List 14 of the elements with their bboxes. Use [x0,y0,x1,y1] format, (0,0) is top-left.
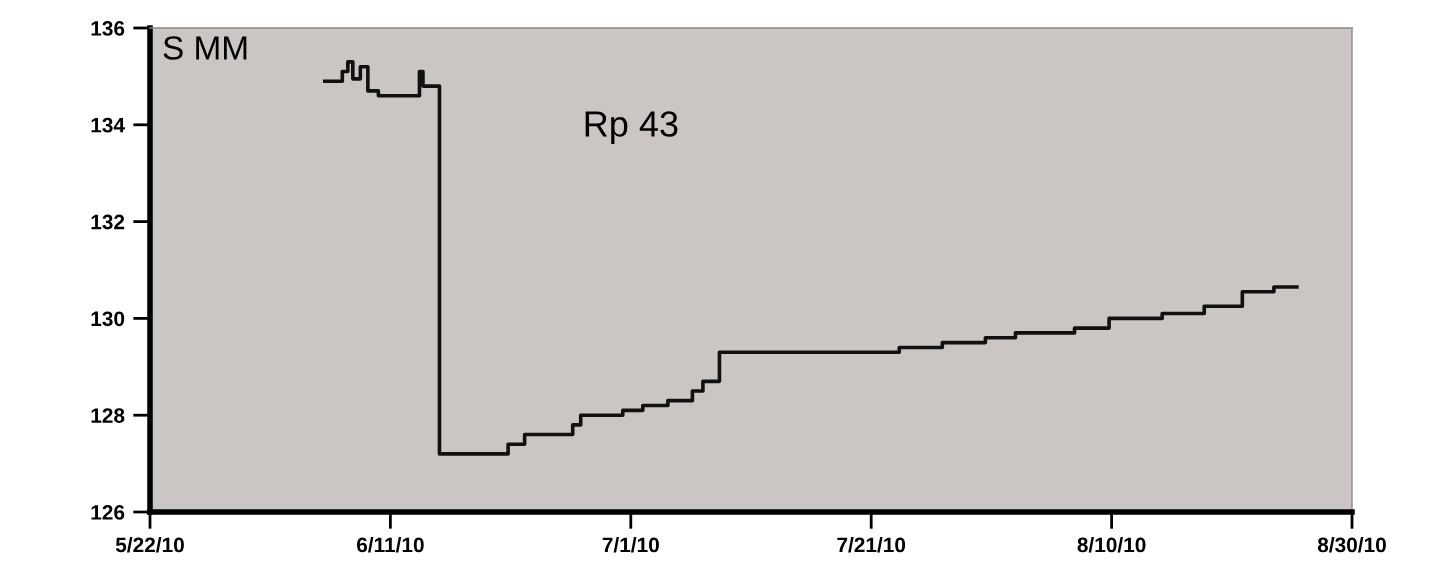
y-tick-label: 132 [91,214,125,230]
annotation: Rp 43 [585,111,678,144]
x-tick-label: 5/22/10 [115,537,184,553]
y-tick-label: 130 [91,311,125,327]
y-tick-label: 128 [91,408,125,423]
annotation: S MM [163,36,247,60]
y-tick-label: 126 [91,505,125,520]
x-tick-label: 7/21/10 [837,537,906,553]
y-tick-label: 136 [91,21,125,36]
x-tick-label: 8/30/10 [1317,537,1386,553]
x-tick-label: 7/1/10 [602,537,659,553]
y-tick-label: 134 [91,117,125,133]
x-tick-label: 6/11/10 [356,537,424,553]
x-tick-label: 8/10/10 [1077,537,1146,553]
